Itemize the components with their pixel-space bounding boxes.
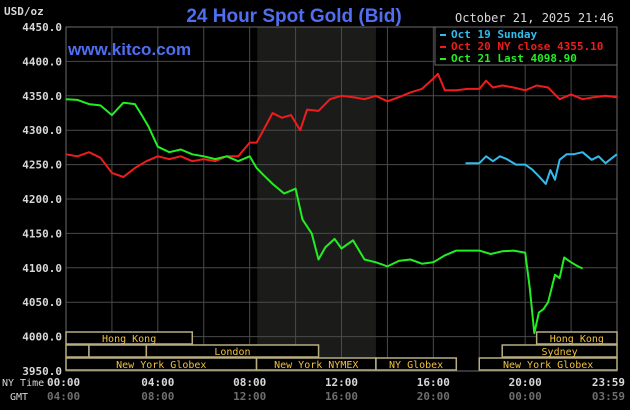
y-tick-label: 4100.0	[22, 262, 62, 275]
x-tick-label-gmt: 03:59	[592, 390, 625, 403]
y-tick-label: 4350.0	[22, 90, 62, 103]
series-line-2	[65, 98, 584, 335]
session-bar	[65, 344, 90, 358]
x-tick-label-gmt: 20:00	[417, 390, 450, 403]
x-axis-labels: 00:0004:0004:0008:0008:0012:0012:0016:00…	[47, 376, 625, 403]
x-tick-label-gmt: 16:00	[325, 390, 358, 403]
x-tick-label-ny: 04:00	[141, 376, 174, 389]
y-tick-label: 4250.0	[22, 159, 62, 172]
y-axis-labels: 4450.0 4400.0 4350.0 4300.0 4250.0 4200.0 4150…	[22, 21, 62, 378]
x-tick-label-gmt: 00:00	[509, 390, 542, 403]
x-tick-label-ny: 23:59	[592, 376, 625, 389]
x-tick-label-ny: 08:00	[233, 376, 266, 389]
x-tick-label-gmt: 08:00	[141, 390, 174, 403]
x-tick-label-ny: 20:00	[509, 376, 542, 389]
y-tick-label: 4050.0	[22, 296, 62, 309]
x-tick-label-ny: 12:00	[325, 376, 358, 389]
legend-entry: Oct 19 Sunday	[451, 28, 537, 41]
x-tick-label-ny: 16:00	[417, 376, 450, 389]
session-label: NY Globex	[389, 360, 443, 371]
session-label: Sydney	[542, 347, 578, 358]
y-tick-label: 3950.0	[22, 365, 62, 378]
price-series	[65, 72, 618, 335]
session-label: Hong Kong	[102, 334, 156, 345]
session-bar	[88, 344, 148, 358]
session-label: London	[214, 347, 250, 358]
currency-unit-label: USD/oz	[4, 5, 44, 18]
session-bar	[478, 357, 618, 371]
website-watermark[interactable]: www.kitco.com	[67, 40, 191, 59]
series-line-0	[465, 151, 618, 185]
session-label: New York NYMEX	[274, 360, 358, 371]
gmt-row-label: GMT	[10, 392, 28, 403]
session-bar	[535, 331, 618, 345]
x-tick-label-gmt: 12:00	[233, 390, 266, 403]
session-bar	[65, 331, 194, 345]
y-tick-label: 4150.0	[22, 227, 62, 240]
trading-sessions: Hong Kong London New York Globex New York N…	[65, 331, 618, 371]
session-label: New York Globex	[116, 360, 206, 371]
ny-time-row-label: NY Time	[2, 378, 44, 389]
session-label: New York Globex	[503, 360, 593, 371]
session-bar	[501, 344, 618, 358]
y-tick-label: 4000.0	[22, 331, 62, 344]
legend-box	[434, 26, 618, 66]
legend-entry: Oct 20 NY close 4355.10	[451, 40, 603, 53]
chart-title: 24 Hour Spot Gold (Bid)	[186, 6, 401, 27]
y-tick-label: 4450.0	[22, 21, 62, 34]
legend-entry: Oct 21 Last 4098.90	[451, 52, 577, 65]
session-bar	[375, 357, 458, 371]
timestamp: October 21, 2025 21:46	[455, 11, 614, 25]
x-tick-label-ny: 00:00	[47, 376, 80, 389]
y-tick-label: 4300.0	[22, 124, 62, 137]
y-tick-label: 4200.0	[22, 193, 62, 206]
series-line-1	[65, 72, 617, 178]
plot-frame	[65, 26, 618, 372]
session-bar	[145, 344, 320, 358]
y-tick-label: 4400.0	[22, 55, 62, 68]
x-tick-label-gmt: 04:00	[47, 390, 80, 403]
session-label: Hong Kong	[550, 334, 604, 345]
